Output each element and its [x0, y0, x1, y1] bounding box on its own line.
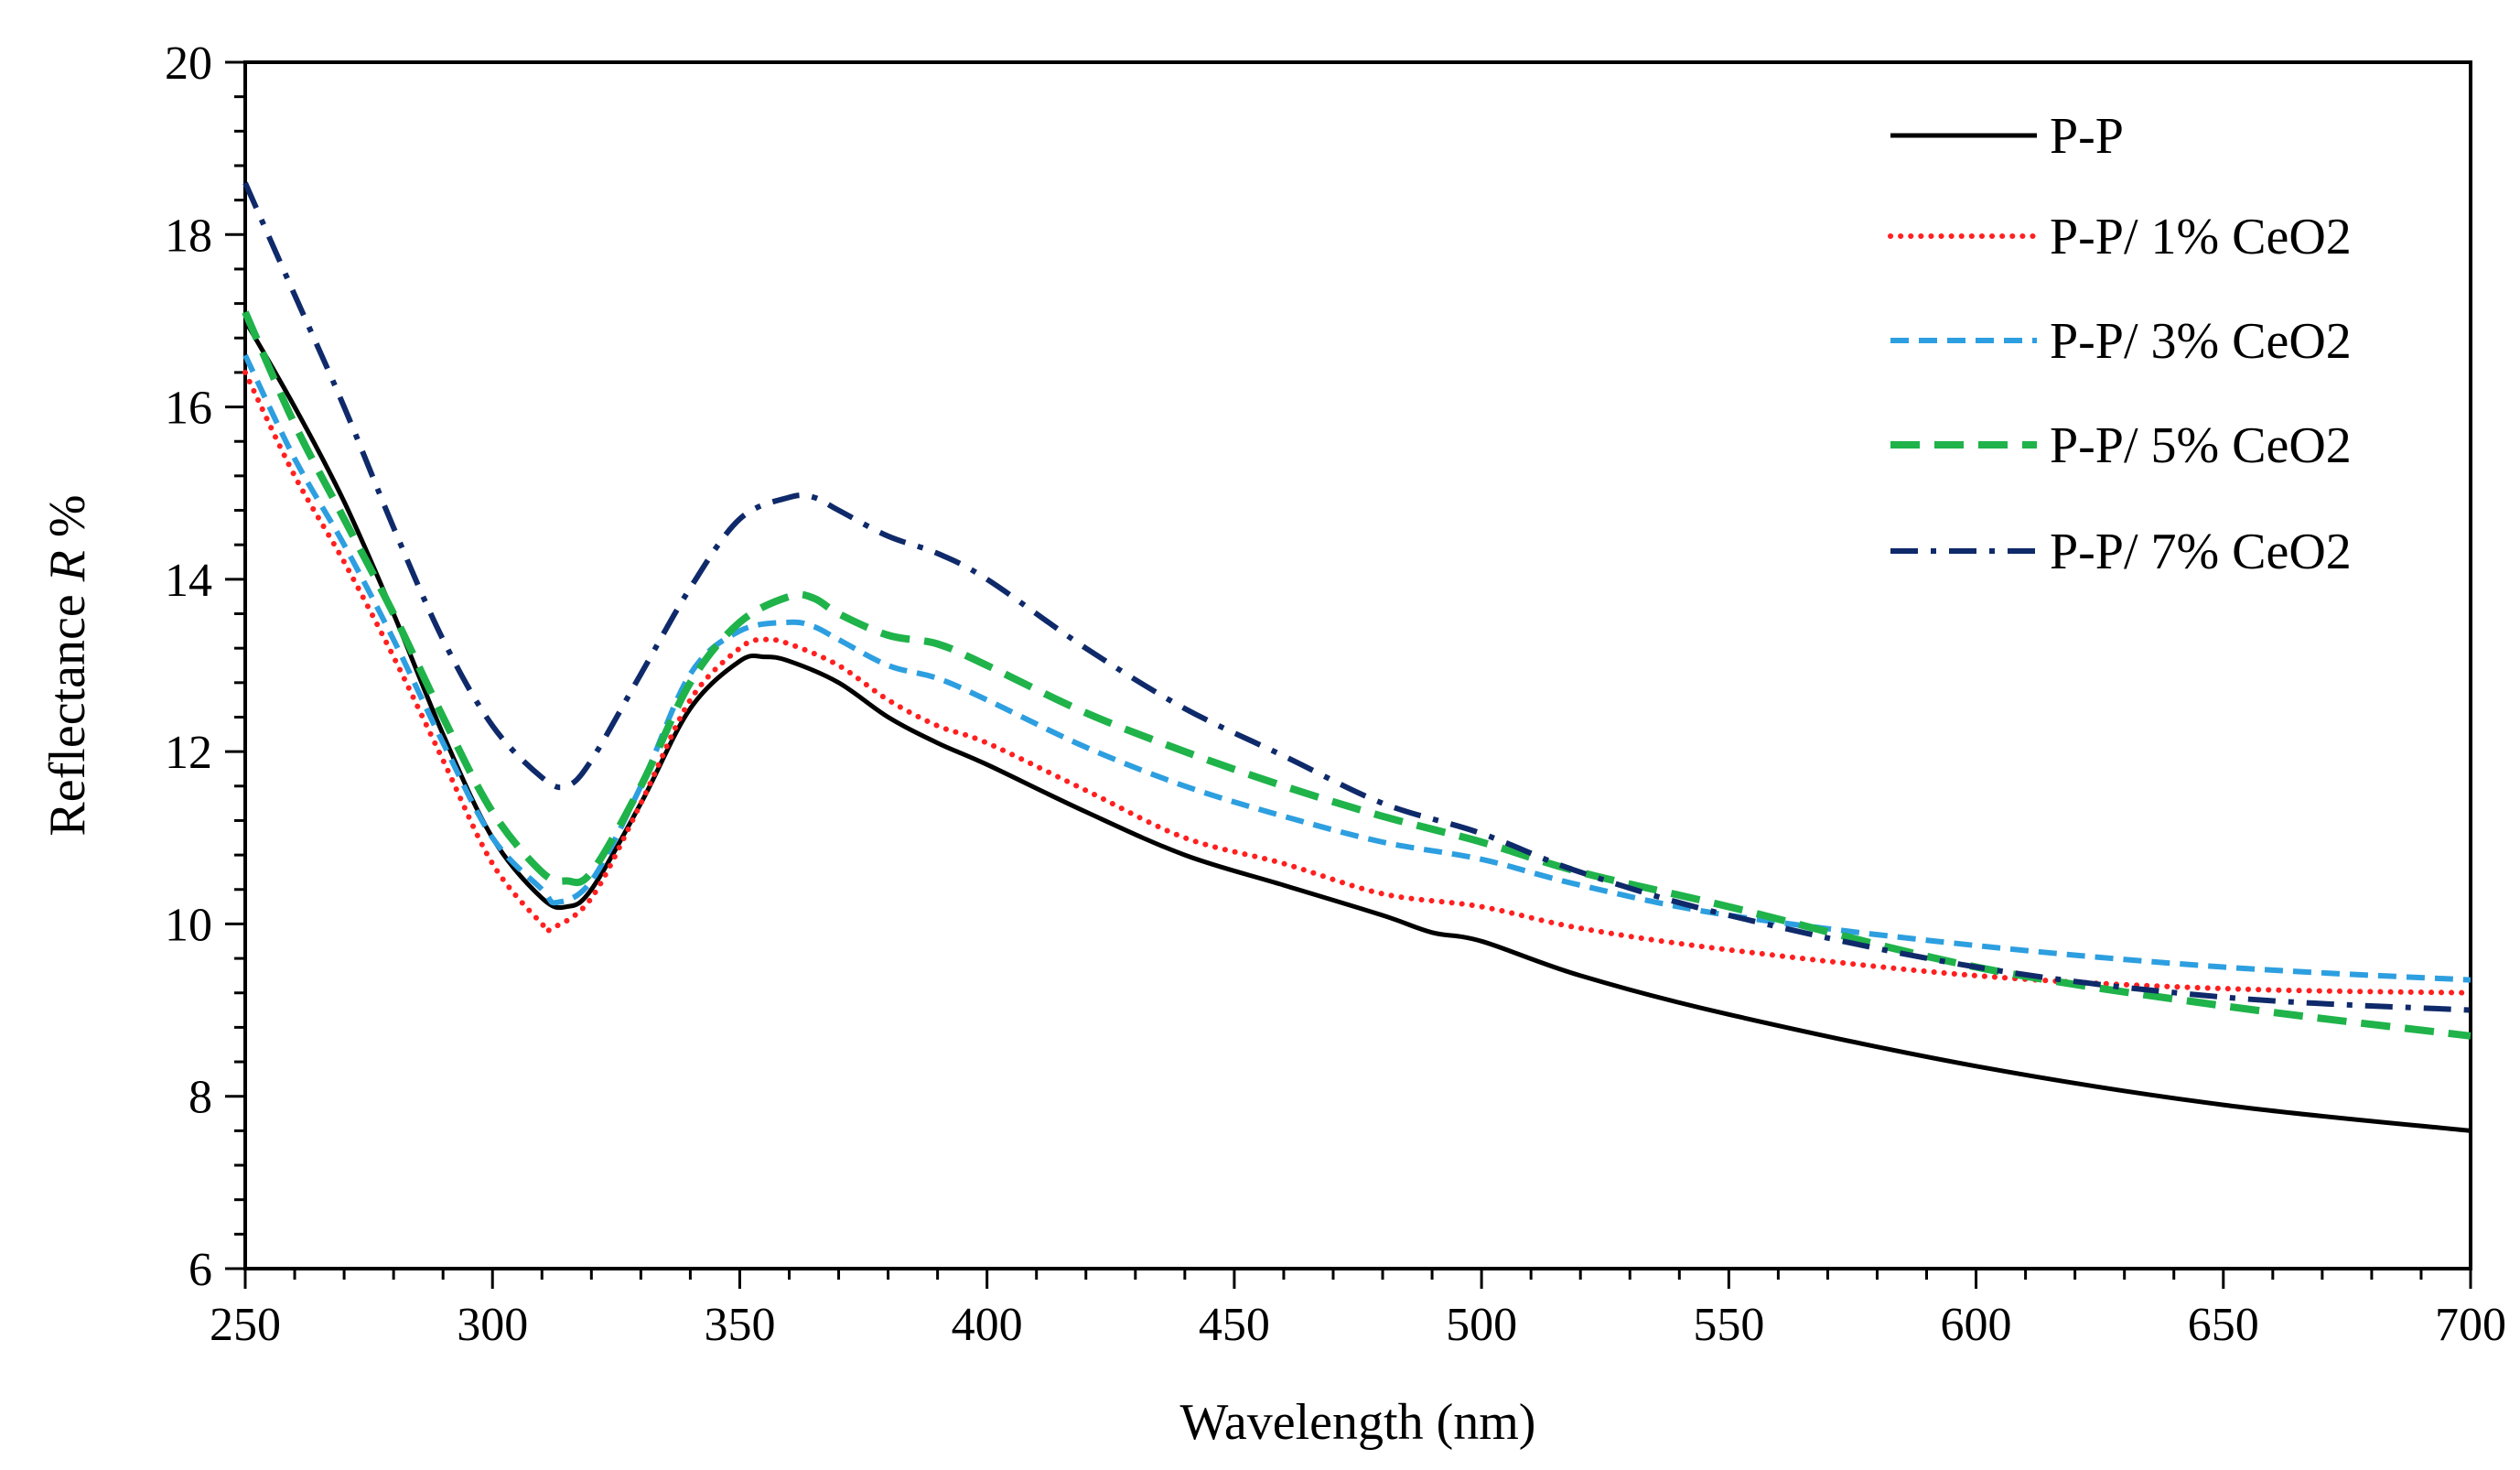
y-tick-label: 14	[165, 555, 212, 607]
x-tick-label: 700	[2435, 1299, 2506, 1351]
y-title-suffix: %	[39, 494, 96, 550]
legend-label-2: P-P/ 1% CeO2	[2050, 209, 2352, 265]
plot-frame	[243, 60, 2472, 1270]
x-tick-label: 450	[1199, 1299, 1270, 1351]
x-tick-label: 300	[457, 1299, 528, 1351]
x-tick-label: 350	[704, 1299, 775, 1351]
x-axis-title: Wavelength (nm)	[1180, 1394, 1536, 1451]
legend-label-4: P-P/ 5% CeO2	[2050, 417, 2352, 474]
y-tick-label: 18	[165, 210, 212, 262]
y-tick-label: 12	[165, 727, 212, 779]
y-title-variable: R	[39, 550, 96, 582]
x-tick-label: 600	[1941, 1299, 2012, 1351]
y-tick-label: 8	[188, 1072, 212, 1124]
x-tick-label: 650	[2188, 1299, 2259, 1351]
series-line-2	[242, 369, 2473, 996]
legend: P-P P-P/ 1% CeO2 P-P/ 3% CeO2 P-P/ 5% CeO2 P…	[1888, 108, 2352, 580]
x-tick-label: 250	[210, 1299, 281, 1351]
x-tick-label: 500	[1446, 1299, 1517, 1351]
legend-label-5: P-P/ 7% CeO2	[2050, 524, 2352, 580]
axes-group: 6 8 10 12 14 16 18 20 250 300 350 400 450 500 550 600 65…	[165, 38, 2506, 1351]
legend-label-3: P-P/ 3% CeO2	[2050, 313, 2352, 370]
series-line-4	[242, 310, 2472, 1040]
series-line-3	[242, 353, 2472, 983]
y-tick-label: 6	[188, 1244, 212, 1296]
y-tick-label: 16	[165, 383, 212, 435]
y-tick-label: 10	[165, 899, 212, 951]
legend-label-1: P-P	[2050, 108, 2124, 165]
series-group	[242, 181, 2473, 1133]
x-tick-label: 400	[952, 1299, 1023, 1351]
y-title-prefix: Reflectance	[39, 581, 96, 836]
series-line-5	[242, 181, 2472, 1013]
x-tick-label: 550	[1693, 1299, 1764, 1351]
y-tick-label: 20	[165, 38, 212, 90]
y-axis-title: Reflectance R %	[39, 494, 96, 836]
